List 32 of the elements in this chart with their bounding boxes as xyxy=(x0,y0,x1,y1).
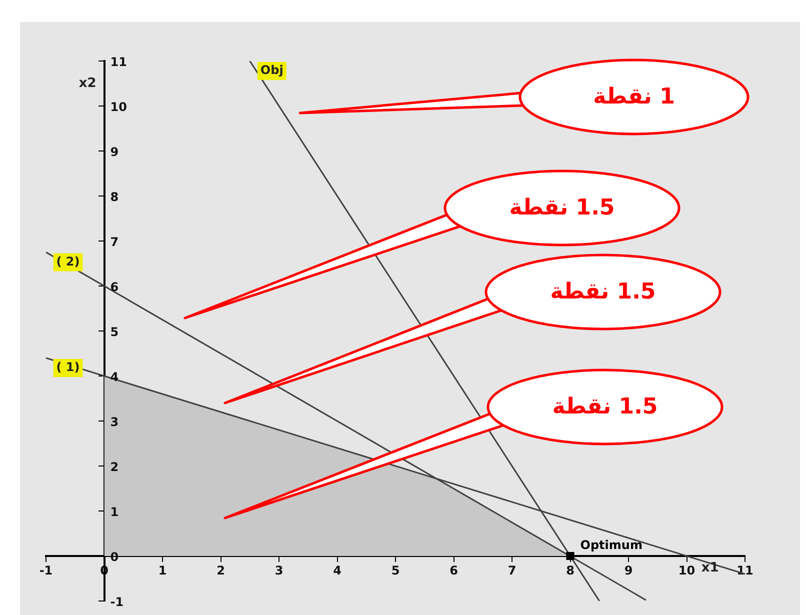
y-tick-label: 8 xyxy=(110,190,119,204)
x-tick-label: 6 xyxy=(450,563,458,578)
annotation: 1.5 نقطة xyxy=(552,394,658,420)
y-tick-label: 5 xyxy=(110,325,119,340)
annotation: 1 نقطة xyxy=(593,84,675,110)
series-label: Obj xyxy=(260,63,284,78)
x-tick-label: 7 xyxy=(508,563,516,578)
y-tick-label: 2 xyxy=(110,460,119,474)
x-tick-label: 2 xyxy=(216,563,225,578)
x-tick-label: -1 xyxy=(39,563,53,578)
series-label: ( 1) xyxy=(56,360,80,374)
y-tick-label: 9 xyxy=(110,145,119,160)
y-tick-label: -1 xyxy=(110,595,124,610)
annotation: 1.5 نقطة xyxy=(550,280,656,304)
x-tick-label: 3 xyxy=(274,563,284,578)
x-tick-label: 10 xyxy=(678,563,696,578)
series-label: Optimum xyxy=(580,538,642,552)
y-tick-label: 1 xyxy=(110,505,119,520)
y-tick-label: 10 xyxy=(110,100,127,114)
x-axis-title: x1 xyxy=(701,560,719,576)
annotation: 1.5 نقطة xyxy=(509,196,615,220)
y-tick-label: 11 xyxy=(110,55,127,70)
y-tick-label: 6 xyxy=(110,280,119,294)
series-label: ( 2) xyxy=(56,254,80,268)
x-tick-label: 5 xyxy=(391,563,400,578)
y-tick-label: 3 xyxy=(110,415,119,430)
x-tick-label: 1 xyxy=(158,563,167,578)
x-tick-label: 4 xyxy=(333,563,342,578)
x-tick-label: 9 xyxy=(624,563,633,578)
y-axis-title: x2 xyxy=(78,76,96,91)
y-tick-label: 7 xyxy=(110,235,119,250)
x-tick-label: 8 xyxy=(566,563,574,578)
